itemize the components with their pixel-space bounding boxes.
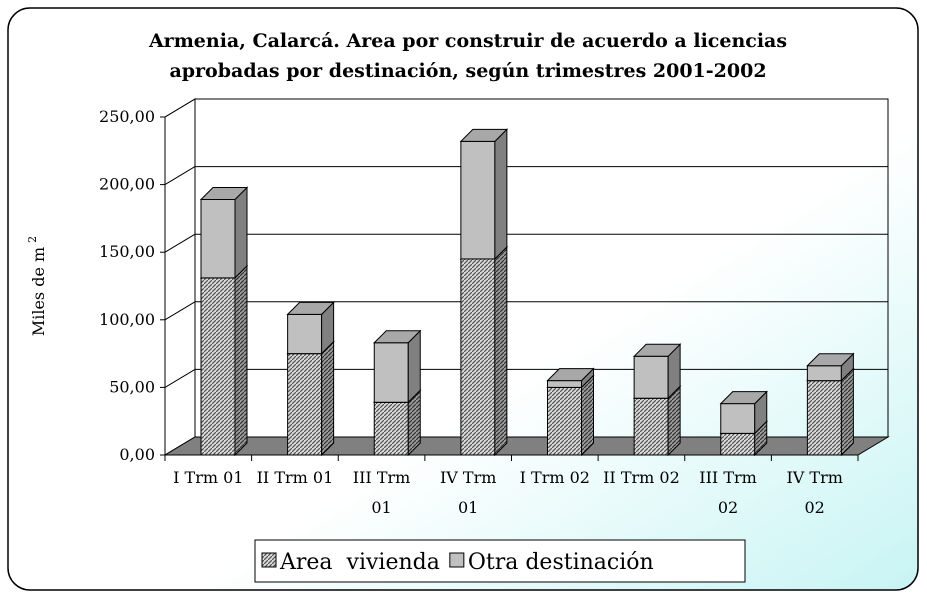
bar-top xyxy=(719,391,768,405)
bar-segment xyxy=(200,198,236,279)
x-tick-label: II Trm 02 xyxy=(603,468,680,487)
bar-side xyxy=(581,374,594,457)
bar-segment xyxy=(287,313,323,355)
y-tick-label: 100,00 xyxy=(99,310,155,329)
grid-line xyxy=(164,166,196,186)
legend xyxy=(254,539,746,583)
bar-side xyxy=(321,340,335,457)
bar-segment xyxy=(460,140,496,260)
bar-top xyxy=(632,343,682,357)
x-tick-label: I Trm 01 xyxy=(173,468,244,487)
bar-segment xyxy=(547,380,582,388)
y-axis-label-text: Miles de m xyxy=(29,247,48,336)
x-tick-label: I Trm 02 xyxy=(519,468,590,487)
bar-segment xyxy=(720,403,756,434)
bar-side xyxy=(234,264,248,457)
x-tick-label: II Trm 01 xyxy=(256,468,334,487)
grid-line xyxy=(164,98,196,118)
bar-segment xyxy=(373,401,409,456)
x-tick-label: IV Trm 02 xyxy=(786,468,843,517)
y-tick-label: 250,00 xyxy=(99,107,155,126)
bar-top xyxy=(459,128,509,142)
bar-segment xyxy=(200,277,236,456)
bar-top xyxy=(806,353,855,367)
plot-area: 0,00 50,00 100,00 150,00 200,00 250,00 xyxy=(99,98,890,464)
legend-swatch xyxy=(261,552,277,568)
legend-items: Area vivienda Otra destinación xyxy=(261,550,654,575)
bar-segment xyxy=(806,380,842,456)
bar-side xyxy=(840,367,854,457)
bar-top xyxy=(546,368,595,382)
bar-side xyxy=(494,128,508,261)
x-tick-label: III Trm 02 xyxy=(699,468,757,517)
y-tick-label: 150,00 xyxy=(99,242,155,261)
bar-side xyxy=(494,245,508,457)
bar-segment xyxy=(633,355,669,399)
floor xyxy=(163,436,890,456)
bar-segment xyxy=(806,365,842,382)
bar-side xyxy=(234,186,248,280)
y-axis-label: Miles de m 2 xyxy=(26,236,48,336)
y-tick-label: 0,00 xyxy=(119,445,155,464)
grid-line xyxy=(164,368,196,388)
y-tick-label: 50,00 xyxy=(109,377,155,396)
bar-top xyxy=(199,186,249,200)
legend-label: Area vivienda xyxy=(279,550,440,575)
y-axis-label-sup: 2 xyxy=(26,236,39,243)
bar-top xyxy=(373,330,422,344)
bar-segment xyxy=(720,432,756,456)
bar-segment xyxy=(460,258,496,456)
bar-segment xyxy=(373,342,409,403)
chart-title: Armenia, Calarcá. Area por construir de … xyxy=(148,30,787,52)
y-tick-label: 200,00 xyxy=(99,175,155,194)
x-tick-label: III Trm 01 xyxy=(352,468,411,517)
bar-segment xyxy=(287,353,323,456)
grid-line xyxy=(164,233,196,253)
legend-label: Otra destinación xyxy=(468,550,654,575)
chart-title: aprobadas por destinación, según trimest… xyxy=(169,60,766,82)
bar-segment xyxy=(547,386,582,456)
bar-segment xyxy=(633,397,669,456)
legend-swatch xyxy=(449,552,465,568)
grid-line xyxy=(164,301,196,321)
bar-top xyxy=(286,301,335,315)
x-tick-label: IV Trm 01 xyxy=(439,468,497,517)
